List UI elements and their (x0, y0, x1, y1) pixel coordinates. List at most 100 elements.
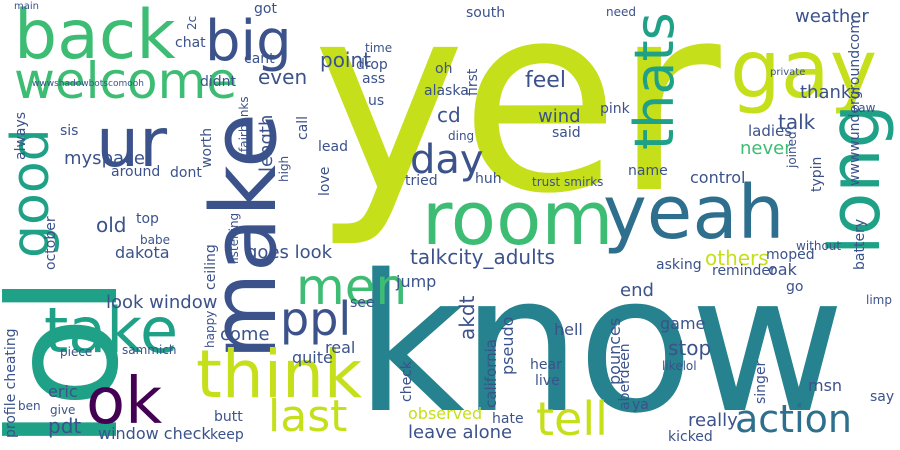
word: come (220, 324, 270, 345)
word: window check (98, 424, 211, 443)
word: joined (785, 131, 799, 168)
word: limp (866, 293, 892, 307)
word: always (13, 111, 29, 160)
word: happy (203, 310, 217, 348)
word: profile cheating (3, 328, 19, 438)
word: call (295, 115, 311, 140)
word: thats (623, 12, 686, 150)
word: wind (538, 106, 581, 127)
word: last (268, 391, 348, 442)
word: welcome (14, 52, 238, 110)
word: end (620, 280, 654, 301)
word: yer (312, 0, 721, 251)
word: never (740, 138, 792, 159)
word: stop (668, 336, 712, 360)
word: see (350, 295, 375, 311)
word: love (317, 166, 333, 196)
word: time (365, 41, 393, 55)
word: length (256, 114, 277, 172)
word: likelol (662, 359, 697, 373)
word: trust smirks (532, 175, 604, 189)
word: without (796, 239, 842, 253)
word: worth (199, 127, 215, 168)
word: name (628, 163, 668, 179)
word: babe (140, 233, 170, 247)
word: say (870, 389, 895, 405)
word: ding (448, 129, 475, 143)
word: cd (437, 103, 461, 127)
word: gay (730, 23, 878, 116)
word: goes look (246, 242, 333, 263)
word: reminder (712, 263, 776, 279)
word: big (205, 9, 292, 74)
word: myspace (64, 148, 145, 169)
word: old (96, 213, 127, 237)
word: us (368, 93, 385, 109)
word: hate (492, 411, 524, 427)
word: eric (48, 382, 78, 401)
word: fairbanks (237, 96, 251, 152)
word: top (136, 211, 159, 227)
word: msn (808, 376, 843, 395)
word: ya (632, 397, 649, 413)
word: battery (852, 218, 868, 270)
word: sammich (122, 343, 177, 357)
word: got (254, 1, 277, 17)
word: kicked (668, 429, 713, 445)
word: yeah (603, 170, 785, 256)
word: drop (356, 57, 388, 73)
word: typin (809, 156, 825, 192)
word: control (690, 168, 746, 187)
word: weather (795, 6, 869, 27)
word: said (552, 125, 581, 141)
word: high (277, 155, 291, 182)
word: ur (96, 104, 168, 183)
word: quite (292, 348, 333, 367)
word: 2c (185, 15, 199, 30)
word: akdt (455, 295, 479, 340)
word: tell (536, 392, 608, 446)
word: observed (408, 404, 483, 423)
word: give (50, 403, 76, 417)
word: alaska (424, 83, 469, 99)
word: listening (227, 212, 241, 264)
word: keep (210, 427, 244, 443)
word: really (688, 410, 738, 431)
word: oak (768, 260, 797, 279)
word: know (355, 234, 845, 450)
word: pdt (48, 414, 82, 438)
word: around (111, 164, 161, 180)
word: ass (362, 71, 386, 87)
word: ceiling (203, 244, 219, 290)
word: oh (435, 61, 453, 77)
word: pseudo (498, 316, 517, 375)
word: feel (525, 68, 566, 93)
word: real (325, 338, 356, 357)
word: even (258, 65, 308, 89)
word: butt (214, 409, 243, 425)
word: action (735, 397, 852, 441)
word: dakota (115, 243, 170, 262)
word: need (606, 5, 636, 19)
word: pink (600, 101, 630, 117)
word: leave alone (408, 422, 513, 443)
word: saw (852, 101, 876, 115)
word: back (14, 0, 176, 75)
word: live (535, 373, 560, 389)
word: sis (60, 123, 79, 139)
word: huh (475, 171, 502, 187)
word: talk (778, 110, 816, 134)
word: talkcity_adults (410, 245, 555, 269)
word: moped (766, 247, 815, 263)
word: lead (318, 139, 348, 155)
word: california (482, 338, 500, 408)
word: dont (170, 165, 202, 181)
word: check (399, 361, 415, 402)
word: south (466, 5, 506, 21)
word: ladies (748, 122, 793, 140)
word: chat (175, 35, 206, 51)
word: ppl (280, 292, 352, 346)
word: aberdeen (617, 343, 633, 410)
word: singer (753, 360, 769, 404)
